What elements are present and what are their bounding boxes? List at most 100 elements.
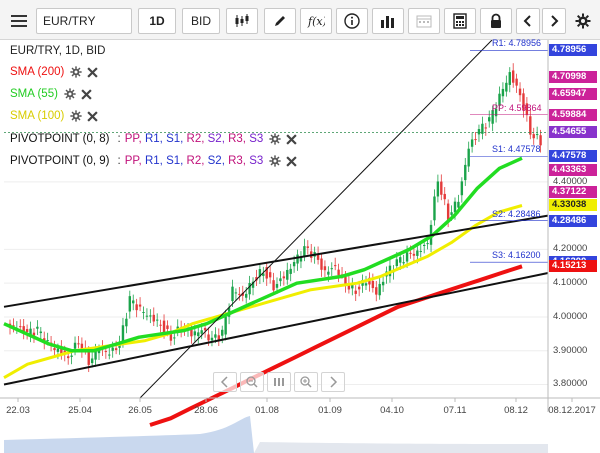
chevron-right-icon [330,376,338,388]
candle-body [282,276,286,279]
candle-body [292,262,296,267]
axes [0,40,600,412]
level-s3: S3 [249,155,264,167]
time-tick: 25.04 [68,405,92,416]
close-icon[interactable] [286,133,297,145]
close-icon[interactable] [81,88,92,100]
candle-body [238,293,241,295]
legend-sma55: SMA (55) [10,86,92,102]
legend-sma200: SMA (200) [10,64,99,80]
candle-body [402,262,405,264]
candle-body [66,356,70,359]
gear-icon [575,13,591,29]
candle-body [272,280,275,291]
zoom-in-button[interactable] [294,372,318,392]
level-s1: S1, [166,133,184,145]
calculator-button[interactable] [444,8,476,34]
candle-body [193,331,197,336]
time-tick: 28.06 [194,405,218,416]
candle-body [224,316,227,335]
settings-button[interactable] [570,8,596,34]
candle-body [36,326,39,329]
candle-body [214,334,217,338]
candle-body [60,347,63,355]
scroll-left-button[interactable] [516,8,540,34]
price-tick: 3.80000 [553,378,588,390]
candle-body [231,286,234,302]
scroll-right-button[interactable] [542,8,566,34]
level-pp: PP, [124,155,142,167]
symbol-selector[interactable]: EUR/TRY [36,8,132,34]
price-tick: 4.20000 [553,243,588,255]
pan-left-button[interactable] [213,372,237,392]
level-s3: S3 [249,133,264,145]
candle-body [159,324,162,326]
candle-body [53,348,56,351]
chart-type-button[interactable] [226,8,258,34]
gear-icon[interactable] [70,110,82,122]
gear-icon[interactable] [70,66,82,78]
timeframe-selector[interactable]: 1D [138,8,176,34]
chevron-right-icon [551,15,559,27]
chart-area[interactable]: EUR/TRY, 1D, BID SMA (200) SMA (55) SMA … [0,38,600,453]
menu-icon[interactable] [6,8,32,34]
candle-body [436,181,440,197]
gear-icon[interactable] [64,88,76,100]
gear-icon[interactable] [269,155,281,167]
volume-button[interactable] [372,8,404,34]
info-button[interactable] [336,8,368,34]
reset-button[interactable] [267,372,291,392]
svg-text:f(x): f(x) [307,15,325,28]
price-type-selector[interactable]: BID [182,8,220,34]
candle-body [457,201,460,208]
draw-tool-button[interactable] [264,8,296,34]
zoom-out-button[interactable] [240,372,264,392]
candle-body [268,272,272,278]
time-tick: 07.11 [443,405,467,416]
candle-body [470,139,474,147]
candle-body [299,257,303,262]
candle-body [25,329,29,333]
price-chart[interactable] [0,40,600,453]
indicators-button[interactable]: f(x) [300,8,332,34]
candle-body [12,325,15,327]
price-tick: 4.10000 [553,277,588,289]
candle-body [323,266,327,271]
candle-body [529,116,532,135]
level-r1: R1, [144,155,163,167]
sma200-label: SMA (200) [10,66,65,78]
candle-body [477,129,481,135]
lock-button[interactable] [480,8,512,34]
legend-pivot-2: PIVOTPOINT (0, 9) : PP, R1, S1, R2, S2, … [10,153,297,169]
gear-icon[interactable] [269,133,281,145]
time-tick: 22.03 [6,405,30,416]
candle-body [316,253,320,260]
close-icon[interactable] [87,110,99,122]
candle-body [121,325,125,344]
candle-body [200,330,203,334]
reset-icon [274,378,284,386]
calendar-button[interactable] [408,8,440,34]
volume-area [4,416,548,453]
toolbar: EUR/TRY 1D BID f(x) [0,0,600,40]
candle-body [142,312,145,314]
candles [8,63,542,373]
candle-body [262,273,265,276]
pencil-icon [275,16,285,26]
price-tick: 4.00000 [553,310,588,322]
candle-body [135,304,138,311]
candles-icon [235,14,249,27]
price-label: 4.33038 [549,199,597,212]
pivot1-label: PIVOTPOINT (0, 8) [10,133,110,145]
candle-body [39,331,43,334]
candle-body [19,326,22,328]
close-icon[interactable] [87,66,99,78]
candle-body [330,268,333,270]
candle-body [460,181,464,196]
pivot2-levels: PP, R1, S1, R2, S2, R3, S3 [125,155,264,167]
function-icon: f(x) [307,15,325,28]
pivot2-label: PIVOTPOINT (0, 9) [10,155,110,167]
pan-right-button[interactable] [321,372,345,392]
close-icon[interactable] [286,155,297,167]
candle-body [378,284,381,296]
